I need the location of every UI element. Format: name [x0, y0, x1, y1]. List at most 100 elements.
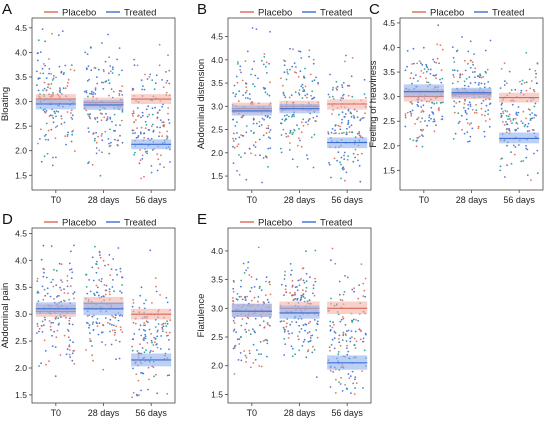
data-point	[146, 152, 149, 155]
data-point	[263, 118, 265, 121]
data-point	[416, 118, 419, 121]
data-point	[98, 322, 101, 325]
data-point	[141, 158, 144, 160]
data-point	[517, 106, 520, 108]
data-point	[346, 276, 349, 279]
data-point	[148, 328, 151, 331]
data-point	[110, 141, 112, 144]
data-point	[479, 73, 481, 76]
data-point	[298, 137, 300, 140]
data-point	[150, 332, 153, 335]
data-point	[233, 84, 236, 87]
data-point	[515, 113, 517, 115]
data-point	[517, 111, 520, 114]
x-tick-label: T0	[51, 195, 62, 205]
data-point	[363, 349, 366, 352]
data-point	[250, 299, 253, 302]
data-point	[330, 297, 332, 300]
data-point	[135, 136, 138, 139]
data-point	[161, 326, 164, 329]
data-point	[144, 337, 147, 340]
x-tick-label: 56 days	[135, 195, 167, 205]
data-point	[110, 343, 113, 346]
data-point	[409, 138, 411, 140]
data-point	[66, 328, 69, 331]
data-point	[522, 110, 525, 113]
data-point	[289, 132, 291, 135]
data-point	[452, 56, 455, 59]
data-point	[342, 82, 345, 84]
data-point	[55, 269, 58, 272]
data-point	[165, 296, 168, 299]
legend-treated-label: Treated	[320, 8, 352, 19]
data-point	[68, 319, 71, 322]
data-point	[354, 347, 357, 349]
y-tick-label: 2.5	[383, 116, 395, 126]
data-point	[352, 152, 355, 155]
data-point	[282, 128, 285, 131]
data-point	[499, 87, 502, 89]
data-point	[350, 75, 353, 78]
data-point	[139, 324, 142, 327]
data-point	[354, 156, 356, 159]
data-point	[253, 330, 256, 332]
data-point	[97, 135, 99, 138]
data-point	[144, 73, 146, 76]
data-point	[333, 337, 336, 340]
data-point	[417, 136, 420, 139]
data-point	[241, 116, 244, 119]
data-point	[298, 50, 300, 52]
data-point	[474, 67, 477, 70]
data-point	[329, 386, 332, 388]
data-point	[292, 48, 294, 51]
data-point	[60, 115, 63, 117]
data-point	[300, 85, 303, 88]
y-axis-label: Flatulence	[196, 294, 207, 338]
data-point	[140, 177, 143, 180]
data-point	[477, 83, 480, 86]
data-point	[464, 111, 467, 114]
data-point	[59, 91, 61, 94]
data-point	[427, 81, 430, 84]
data-point	[144, 324, 147, 327]
data-point	[89, 290, 92, 293]
y-tick-label: 2.0	[211, 361, 223, 371]
data-point	[304, 329, 306, 332]
data-point	[41, 320, 44, 323]
data-point	[418, 60, 421, 62]
data-point	[113, 290, 115, 293]
data-point	[471, 108, 474, 111]
data-point	[47, 86, 49, 89]
data-point	[232, 287, 235, 290]
data-point	[502, 121, 504, 123]
data-point	[135, 119, 137, 121]
data-point	[73, 244, 75, 247]
data-point	[100, 278, 103, 280]
data-point	[144, 120, 147, 123]
data-point	[529, 87, 531, 90]
data-point	[354, 378, 356, 381]
data-point	[45, 133, 47, 136]
data-point	[352, 160, 355, 163]
data-point	[109, 116, 112, 119]
data-point	[36, 290, 39, 293]
data-point	[336, 159, 338, 162]
data-point	[341, 94, 344, 97]
data-point	[162, 121, 165, 123]
data-point	[57, 317, 60, 320]
data-point	[344, 60, 346, 63]
data-point	[358, 132, 361, 135]
data-point	[238, 295, 241, 298]
data-point	[531, 117, 533, 120]
data-point	[339, 128, 342, 131]
data-point	[290, 345, 293, 348]
data-point	[363, 93, 366, 95]
data-point	[96, 116, 99, 119]
data-point	[248, 274, 251, 276]
data-point	[158, 109, 161, 112]
data-point	[456, 80, 459, 83]
data-point	[131, 87, 134, 90]
y-tick-label: 2.0	[15, 363, 27, 373]
data-point	[232, 330, 235, 332]
data-point	[283, 71, 286, 74]
